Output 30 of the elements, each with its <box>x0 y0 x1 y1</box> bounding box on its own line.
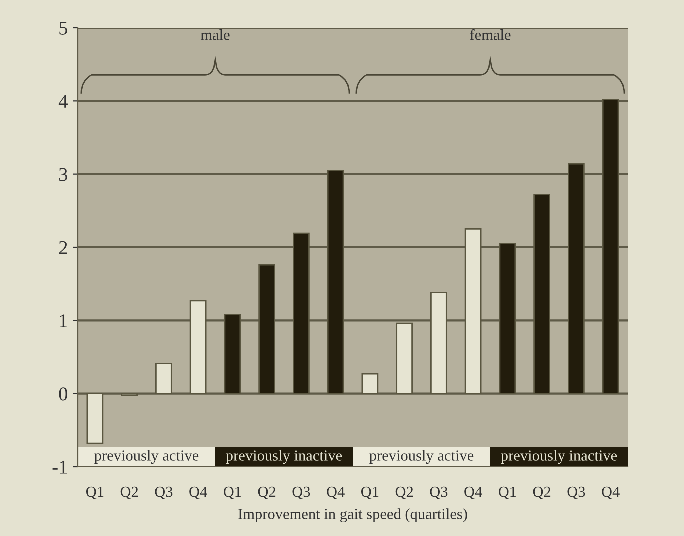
y-tick-label: 5 <box>60 22 68 35</box>
x-tick-label: Q3 <box>430 486 448 500</box>
x-tick-label: Q3 <box>568 486 586 500</box>
annotation: previously inactive <box>226 450 342 464</box>
x-tick-label: Q2 <box>258 486 276 500</box>
x-tick-label: Q2 <box>533 486 551 500</box>
y-tick-label: 3 <box>59 168 68 182</box>
x-tick-label: Q1 <box>361 486 379 500</box>
y-tick-label: 4 <box>58 95 68 108</box>
annotation: previously active <box>370 450 474 464</box>
x-tick-label: Q4 <box>327 486 345 500</box>
x-tick-label: Q1 <box>224 486 242 500</box>
annotation: male <box>200 30 230 40</box>
y-tick-label: 1 <box>60 314 68 328</box>
annotation: previously active <box>94 450 199 464</box>
y-tick-label: -1 <box>52 460 68 474</box>
x-tick-label: Q3 <box>292 486 310 500</box>
x-tick-label: Q4 <box>464 486 482 500</box>
x-tick-label: Q1 <box>498 486 516 500</box>
y-tick-label: 0 <box>59 388 68 401</box>
x-tick-label: Q2 <box>396 486 414 500</box>
annotation: previously inactive <box>501 450 618 464</box>
x-tick-label: Q1 <box>86 486 104 500</box>
x-tick-label: Q4 <box>602 486 620 500</box>
x-tick-label: Q2 <box>120 486 138 500</box>
y-tick-label: 2 <box>59 241 68 254</box>
x-axis-title: Improvement in gait speed (quartiles) <box>238 508 468 523</box>
x-tick-label: Q4 <box>190 486 208 500</box>
x-tick-label: Q3 <box>155 486 173 500</box>
annotation: female <box>470 29 511 40</box>
